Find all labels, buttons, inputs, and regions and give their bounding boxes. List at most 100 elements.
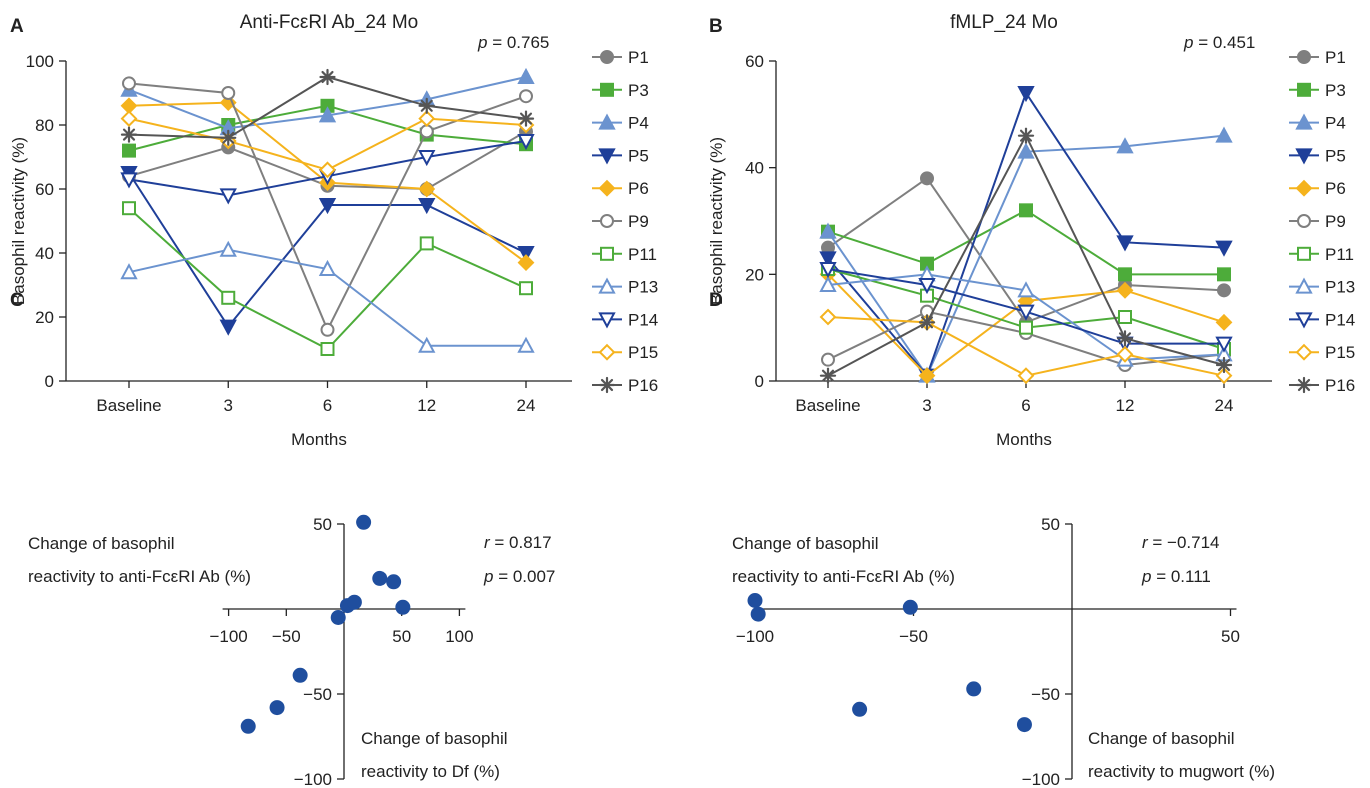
y-axis-label: Basophil reactivity (%)	[707, 137, 726, 305]
legend-entry: P13	[1289, 277, 1355, 297]
x-tick-label: 100	[445, 627, 473, 646]
data-point	[517, 67, 535, 84]
data-point	[418, 110, 436, 128]
legend-label: P11	[1325, 245, 1354, 264]
data-point	[122, 201, 136, 216]
data-point	[292, 667, 308, 683]
y-axis-label: Change of basophil	[28, 534, 175, 553]
y-tick-label: 40	[35, 244, 54, 263]
x-tick-label: Baseline	[96, 396, 161, 415]
data-point	[1116, 330, 1134, 347]
y-tick-label: 50	[313, 515, 332, 534]
legend-entry: P11	[592, 245, 657, 264]
legend-marker	[1295, 179, 1313, 197]
data-point	[318, 259, 337, 276]
data-point	[318, 198, 337, 215]
data-point	[1019, 320, 1033, 335]
y-axis-label: reactivity to anti-FcεRI Ab (%)	[732, 567, 955, 586]
x-axis-label: reactivity to mugwort (%)	[1088, 762, 1275, 781]
legend-marker	[598, 312, 616, 329]
legend-label: P1	[628, 48, 649, 67]
data-point	[1017, 86, 1035, 103]
legend-label: P14	[628, 310, 658, 329]
legend-marker	[598, 277, 616, 294]
data-point	[750, 606, 766, 622]
x-tick-label: 50	[392, 627, 411, 646]
star-stroke	[1118, 332, 1132, 345]
legend-entry: P6	[592, 179, 649, 198]
data-point	[1215, 356, 1233, 374]
legend-label: P4	[1325, 114, 1346, 133]
data-point	[1017, 367, 1035, 385]
y-tick-label: 100	[26, 52, 54, 71]
legend-marker	[600, 82, 614, 97]
data-point	[852, 701, 868, 717]
y-tick-label: −100	[1022, 770, 1060, 788]
data-point	[1118, 267, 1132, 282]
data-point	[519, 281, 533, 296]
data-point	[821, 352, 835, 367]
series-p11	[122, 201, 533, 356]
x-tick-label: 3	[224, 396, 233, 415]
series-line	[128, 172, 527, 329]
data-point	[318, 106, 337, 123]
legend-entry: P11	[1289, 245, 1354, 264]
data-point	[918, 367, 936, 385]
star-stroke	[1019, 129, 1033, 142]
legend-label: P1	[1325, 48, 1346, 67]
legend-marker	[1295, 148, 1313, 165]
data-point	[819, 222, 837, 239]
data-point	[122, 143, 136, 158]
panel-letter: B	[709, 16, 723, 37]
panel-letter: D	[709, 290, 723, 311]
data-point	[1016, 717, 1032, 733]
legend-label: P5	[1325, 146, 1346, 165]
legend-label: P9	[628, 212, 649, 231]
series-p13	[120, 240, 535, 353]
star-stroke	[920, 316, 934, 329]
data-point	[1017, 281, 1035, 298]
data-point	[517, 110, 535, 127]
legend-label: P13	[1325, 278, 1355, 297]
y-tick-label: −50	[1031, 685, 1060, 704]
x-axis-label: Change of basophil	[1088, 729, 1235, 748]
legend-marker	[598, 113, 616, 130]
data-point	[918, 314, 936, 331]
data-point	[1215, 126, 1233, 143]
legend-label: P15	[628, 343, 658, 362]
data-point	[966, 681, 982, 697]
legend-entry: P14	[1289, 310, 1355, 329]
star-stroke	[222, 131, 235, 144]
data-point	[920, 171, 934, 186]
data-point	[1017, 304, 1035, 321]
legend-entry: P3	[1289, 81, 1346, 100]
data-point	[519, 89, 533, 104]
p-value: p = 0.007	[483, 567, 555, 586]
series-p9	[122, 76, 533, 337]
star-stroke	[600, 378, 614, 392]
legend-entry: P3	[592, 81, 649, 100]
legend-label: P15	[1325, 343, 1355, 362]
legend-entry: P15	[1289, 343, 1355, 362]
legend-marker	[1295, 277, 1313, 294]
y-tick-label: 20	[35, 308, 54, 327]
legend-marker	[1297, 214, 1311, 228]
legend-label: P6	[628, 179, 649, 198]
data-point	[747, 593, 763, 608]
r-value: r = −0.714	[1142, 533, 1220, 552]
data-point	[221, 290, 236, 305]
legend-entry: P4	[1289, 113, 1346, 133]
series-p3	[821, 203, 1231, 282]
data-point	[418, 336, 436, 353]
x-tick-label: 3	[922, 396, 931, 415]
data-point	[356, 514, 372, 530]
data-point	[346, 594, 362, 610]
data-point	[120, 110, 138, 128]
data-point	[120, 172, 138, 189]
legend-entry: P16	[1289, 376, 1355, 395]
x-axis-label: Months	[291, 430, 347, 449]
y-axis-label: reactivity to anti-FcεRI Ab (%)	[28, 567, 251, 586]
data-point	[219, 319, 237, 336]
x-axis-label: reactivity to Df (%)	[361, 762, 500, 781]
data-point	[320, 342, 335, 356]
